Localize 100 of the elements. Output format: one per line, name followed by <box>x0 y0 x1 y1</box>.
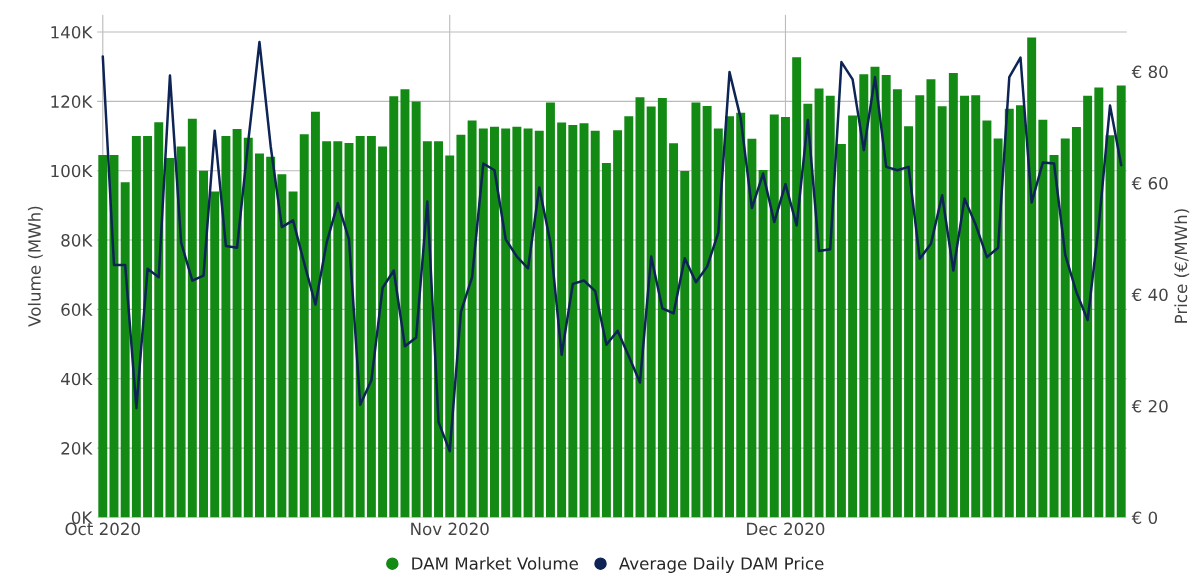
bar <box>613 130 623 518</box>
bar <box>534 130 544 518</box>
bar <box>926 79 936 518</box>
bar <box>221 136 231 518</box>
bar <box>288 191 298 518</box>
bar <box>915 95 925 518</box>
x-tick-label: Nov 2020 <box>411 522 489 536</box>
bar <box>960 95 969 518</box>
y-tick-label: 60K <box>61 303 93 316</box>
bar <box>624 116 634 518</box>
bar <box>501 128 511 518</box>
bar <box>490 126 499 518</box>
bar <box>545 102 555 518</box>
y-tick-label: 140K <box>51 26 93 39</box>
y-tick-label: 100K <box>51 164 93 178</box>
bar <box>948 72 958 518</box>
bar <box>1071 127 1081 518</box>
bar <box>769 114 779 518</box>
bar <box>691 102 701 518</box>
bar <box>310 111 320 518</box>
bar <box>266 156 276 518</box>
bar <box>400 89 410 518</box>
y-tick-label: 20K <box>61 442 93 455</box>
y2-tick-label: € 20 <box>1131 399 1168 413</box>
bar <box>892 89 902 518</box>
bar <box>848 115 858 518</box>
y-tick-label: 120K <box>51 95 93 108</box>
bar <box>836 144 846 518</box>
bar <box>725 116 734 518</box>
bar <box>736 112 746 518</box>
bar <box>904 126 914 518</box>
bar <box>467 120 477 518</box>
bar <box>1049 155 1059 518</box>
bar <box>1094 87 1104 518</box>
bar <box>355 136 365 518</box>
bar <box>366 136 376 518</box>
bar <box>1016 105 1025 518</box>
bar <box>780 116 790 518</box>
bar <box>568 124 578 518</box>
bar <box>434 141 444 518</box>
bar <box>389 96 399 518</box>
bar <box>937 106 947 518</box>
bar <box>713 128 723 518</box>
bar <box>669 143 679 518</box>
y-tick-label: 40K <box>61 372 93 386</box>
bar <box>1060 138 1070 518</box>
bar <box>478 128 488 518</box>
legend-label: Average Daily DAM Price <box>618 556 824 573</box>
bar <box>243 137 253 518</box>
bar <box>657 97 667 518</box>
legend-label: DAM Market Volume <box>412 556 578 570</box>
bar <box>646 106 656 518</box>
bar <box>1038 119 1048 518</box>
bar <box>232 129 242 518</box>
bar <box>601 163 611 518</box>
bar <box>993 138 1003 518</box>
bar <box>322 141 332 518</box>
bar <box>982 120 992 518</box>
bar <box>154 122 164 518</box>
bar <box>758 170 768 518</box>
x-tick-label: Oct 2020 <box>65 522 140 536</box>
bar <box>803 103 813 518</box>
y2-tick-label: € 80 <box>1131 65 1168 79</box>
bar <box>792 57 802 518</box>
bar <box>747 138 757 518</box>
bar <box>277 174 287 518</box>
bar <box>512 126 522 518</box>
bar <box>557 122 567 518</box>
bar <box>176 146 186 518</box>
bar <box>814 88 824 518</box>
bar <box>143 136 153 518</box>
y2-tick-label: € 0 <box>1131 511 1158 525</box>
bar <box>590 130 600 518</box>
y2-axis-title: Price (€/MWh) <box>1174 209 1190 323</box>
bar <box>971 95 981 518</box>
y-axis-title: Volume (MWh) <box>27 206 43 327</box>
x-tick-label: Dec 2020 <box>747 522 825 536</box>
bar <box>131 136 141 518</box>
bar <box>456 134 466 518</box>
bar <box>165 157 175 518</box>
bar <box>1004 108 1014 518</box>
bar <box>299 134 309 518</box>
bar <box>98 155 108 518</box>
bar <box>702 105 712 518</box>
y2-tick-label: € 40 <box>1131 288 1168 302</box>
bar <box>378 146 388 518</box>
bar <box>881 75 891 518</box>
y2-tick-label: € 60 <box>1131 176 1168 190</box>
bar <box>199 170 208 518</box>
bar <box>333 141 343 518</box>
bar <box>255 153 264 518</box>
line-series <box>101 40 1123 453</box>
bar <box>445 155 455 518</box>
bar <box>187 118 197 518</box>
bar <box>210 191 220 518</box>
bar <box>859 74 869 518</box>
bar <box>120 182 130 518</box>
bar <box>825 95 835 518</box>
bar <box>680 171 690 518</box>
bar <box>1116 85 1126 518</box>
